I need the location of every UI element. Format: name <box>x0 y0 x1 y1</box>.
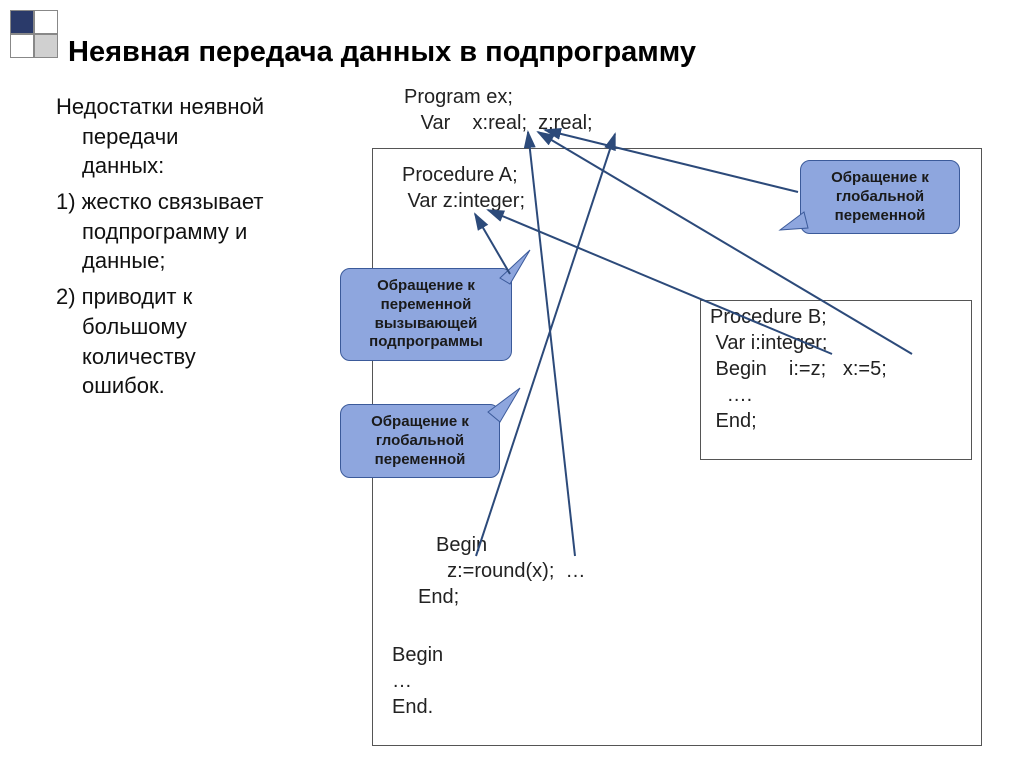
code-program: Program ex; <box>404 86 513 109</box>
left-item2-c: количеству <box>82 342 346 372</box>
code-main-dots: … <box>392 670 412 693</box>
code-proc-a: Procedure A; <box>402 164 518 187</box>
left-heading-l1: Недостатки неявной <box>56 92 346 122</box>
callout-global-1: Обращение к глобальной переменной <box>800 160 960 234</box>
page-title: Неявная передача данных в подпрограмму <box>68 36 696 69</box>
code-proc-b-var: Var i:integer; <box>710 332 827 355</box>
code-var-main: Var x:real; z:real; <box>404 112 593 135</box>
left-heading-l2: передачи <box>82 122 346 152</box>
code-a-begin: Begin <box>436 534 487 557</box>
code-main-begin: Begin <box>392 644 443 667</box>
code-a-body: z:=round(x); … <box>436 560 586 583</box>
code-proc-b-dots: …. <box>710 384 752 407</box>
code-proc-a-var: Var z:integer; <box>402 190 525 213</box>
left-item2-a: 2) приводит к <box>56 282 346 312</box>
code-a-end: End; <box>418 586 459 609</box>
code-proc-b-end: End; <box>710 410 757 433</box>
code-proc-b: Procedure B; <box>710 306 827 329</box>
callout-calling-sub: Обращение к переменной вызывающей подпро… <box>340 268 512 361</box>
left-item2-d: ошибок. <box>82 371 346 401</box>
code-main-end: End. <box>392 696 433 719</box>
left-heading-l3: данных: <box>82 151 346 181</box>
left-item2-b: большому <box>82 312 346 342</box>
left-text-block: Недостатки неявной передачи данных: 1) ж… <box>56 92 346 401</box>
code-proc-b-begin: Begin i:=z; x:=5; <box>710 358 887 381</box>
left-item1-c: данные; <box>82 246 346 276</box>
callout-global-2: Обращение к глобальной переменной <box>340 404 500 478</box>
diagram-area: Program ex; Var x:real; z:real; Procedur… <box>360 82 1000 742</box>
left-item1-b: подпрограмму и <box>82 217 346 247</box>
left-item1-a: 1) жестко связывает <box>56 187 346 217</box>
corner-decoration <box>10 10 58 58</box>
